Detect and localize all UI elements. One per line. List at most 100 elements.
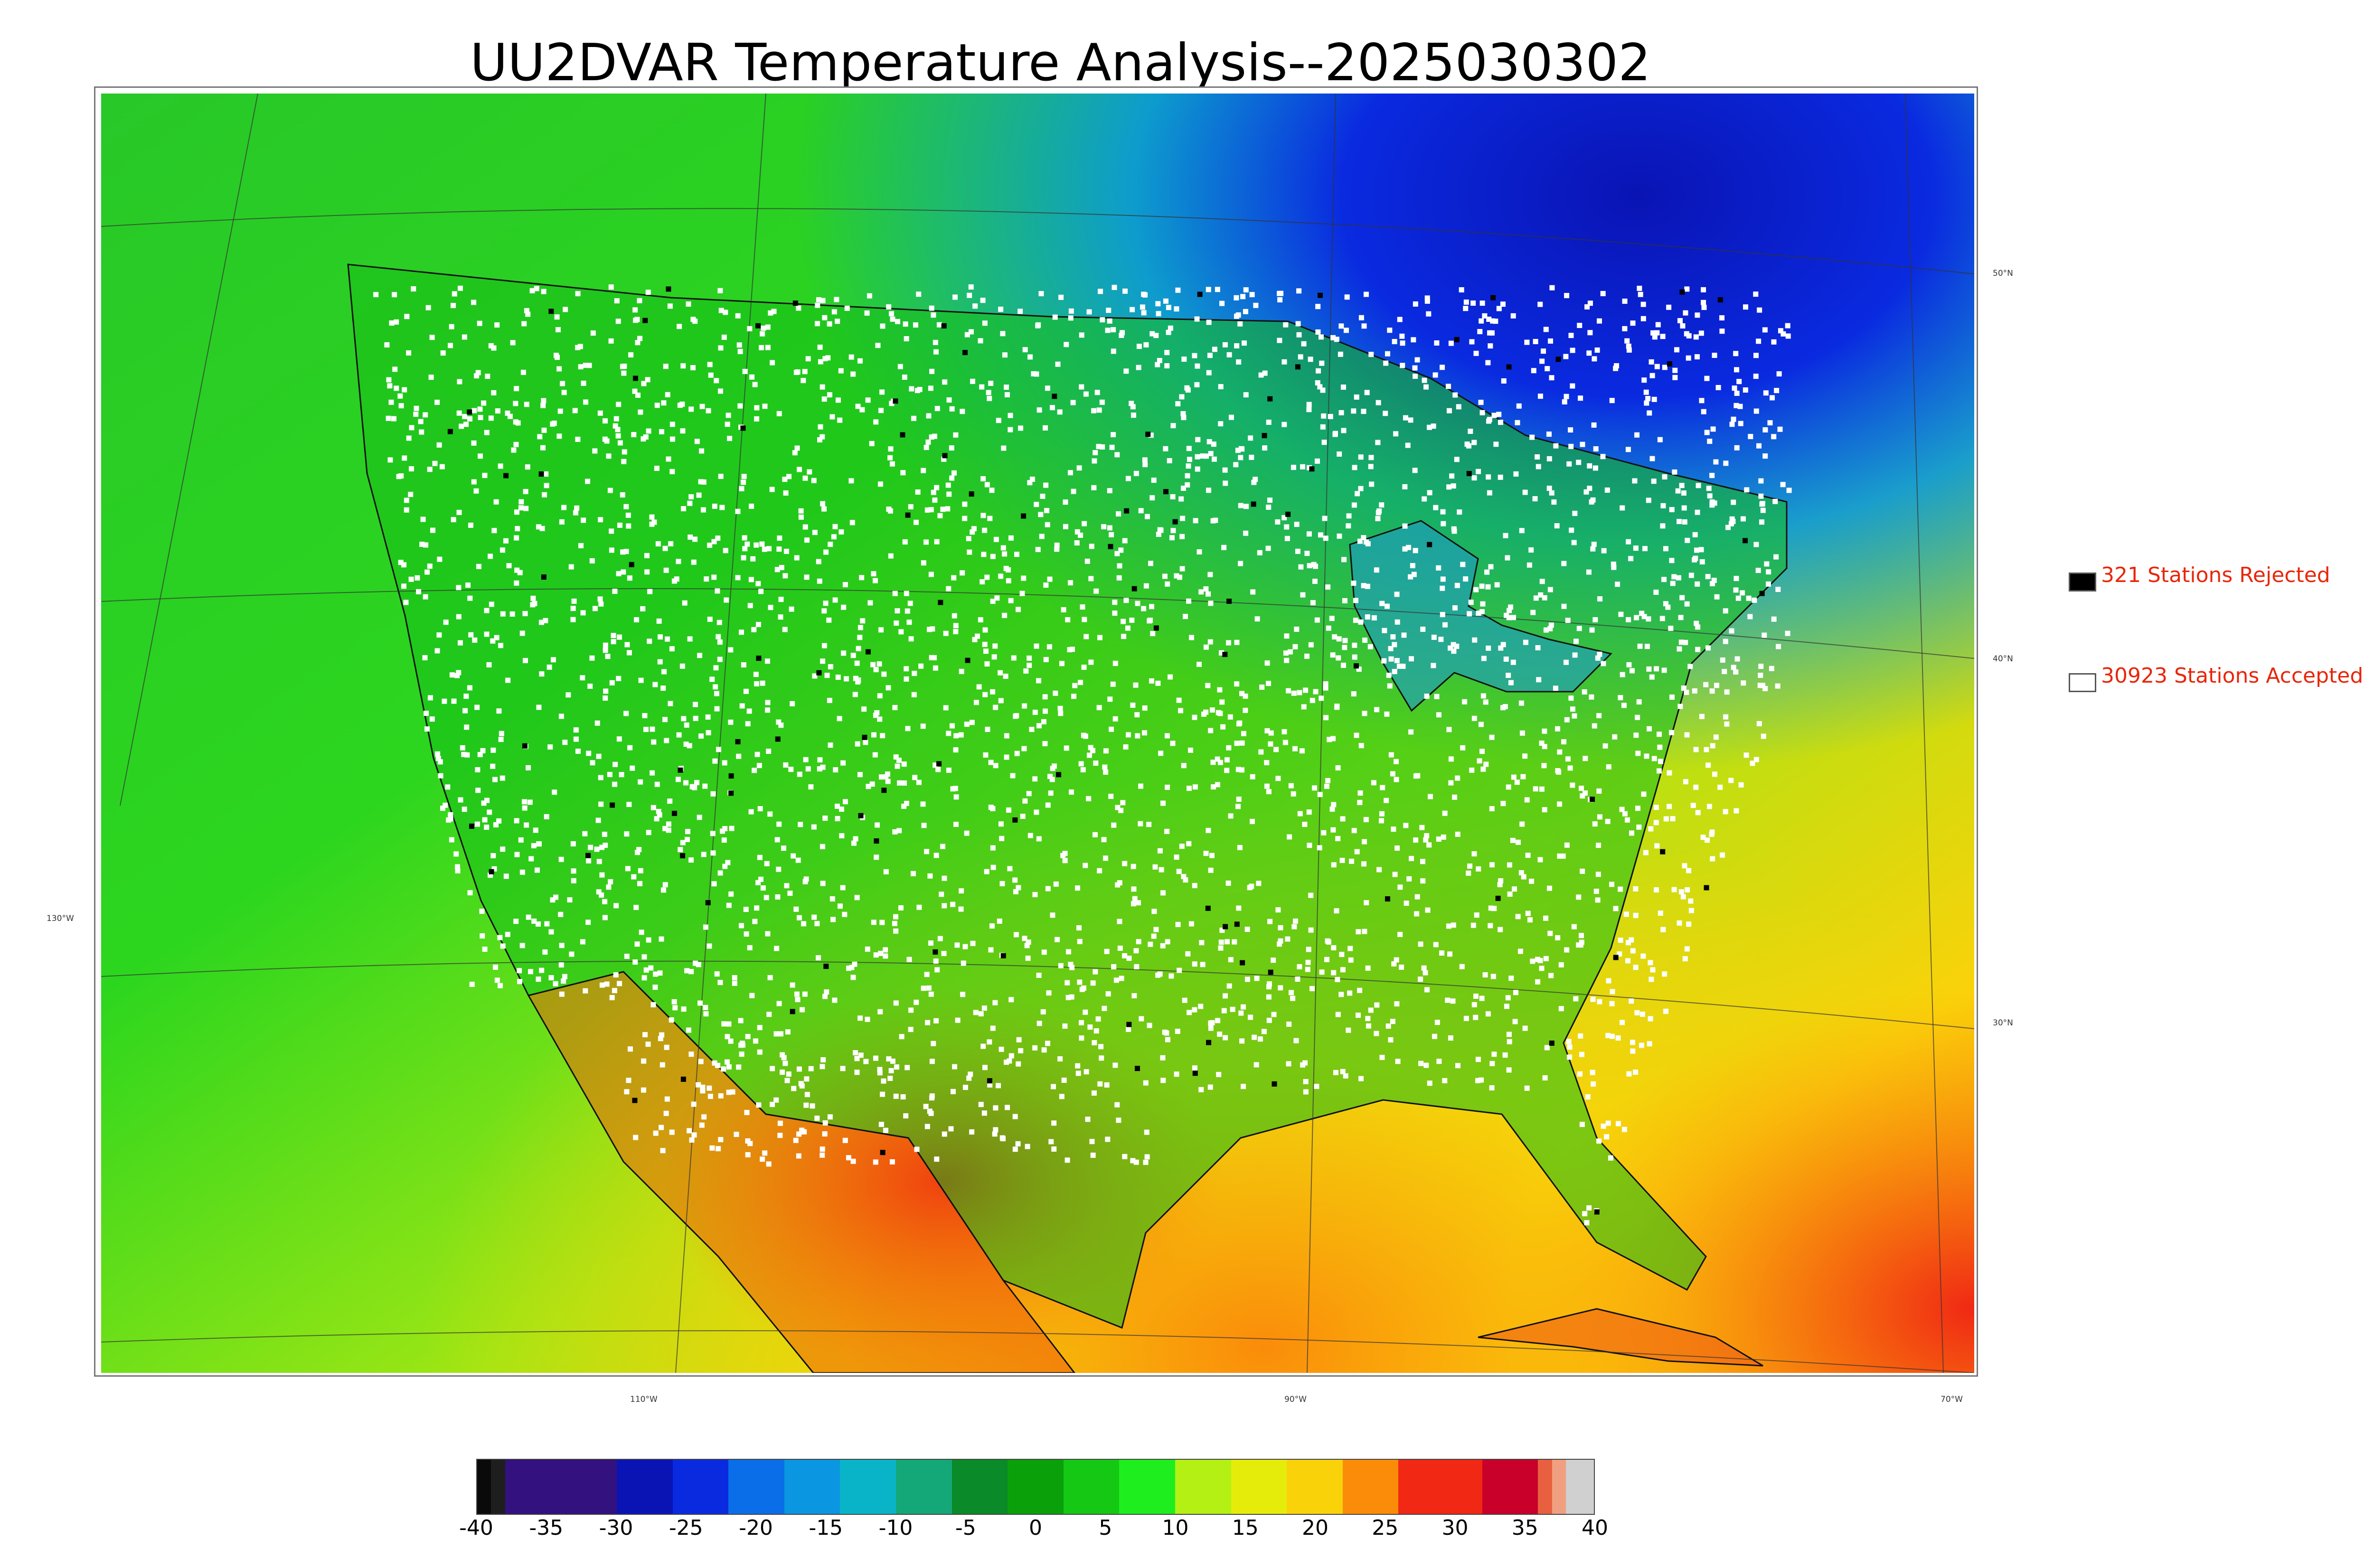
accepted-station-marker xyxy=(796,1066,802,1072)
accepted-station-marker xyxy=(1554,523,1560,529)
accepted-station-marker xyxy=(1236,905,1242,911)
accepted-station-marker xyxy=(1470,922,1476,928)
accepted-station-marker xyxy=(887,1076,893,1081)
accepted-station-marker xyxy=(1523,639,1528,645)
accepted-station-marker xyxy=(761,325,766,331)
accepted-station-marker xyxy=(1337,451,1342,457)
accepted-station-marker xyxy=(1079,1020,1084,1025)
accepted-station-marker xyxy=(1653,820,1659,826)
accepted-station-marker xyxy=(760,331,765,337)
accepted-station-marker xyxy=(471,408,477,413)
accepted-station-marker xyxy=(929,305,934,311)
accepted-station-marker xyxy=(681,1006,687,1012)
accepted-station-marker xyxy=(1046,644,1052,649)
accepted-station-marker xyxy=(1620,1020,1625,1025)
accepted-station-marker xyxy=(1618,938,1623,943)
accepted-station-marker xyxy=(1580,441,1585,447)
accepted-station-marker xyxy=(1479,300,1485,306)
accepted-station-marker xyxy=(492,777,498,782)
accepted-station-marker xyxy=(1043,582,1049,588)
accepted-station-marker xyxy=(892,829,898,835)
accepted-station-marker xyxy=(770,360,775,366)
accepted-station-marker xyxy=(1329,616,1335,621)
accepted-station-marker xyxy=(1564,293,1570,299)
accepted-station-marker xyxy=(1605,1033,1611,1038)
temperature-analysis-map[interactable] xyxy=(101,94,1974,1373)
accepted-station-marker xyxy=(404,314,410,319)
accepted-station-marker xyxy=(1264,660,1270,666)
accepted-station-marker xyxy=(1605,818,1611,824)
accepted-station-marker xyxy=(1185,473,1190,479)
accepted-station-marker xyxy=(826,617,832,623)
accepted-station-marker xyxy=(863,740,868,745)
accepted-station-marker xyxy=(1362,711,1367,716)
accepted-station-marker xyxy=(1199,940,1205,946)
accepted-station-marker xyxy=(776,821,782,827)
accepted-station-marker xyxy=(1333,1070,1339,1075)
accepted-station-marker xyxy=(1388,1037,1394,1042)
accepted-station-marker xyxy=(1710,581,1715,586)
accepted-station-marker xyxy=(1485,584,1491,590)
accepted-station-marker xyxy=(1143,1159,1149,1165)
accepted-station-marker xyxy=(1052,314,1058,320)
accepted-station-marker xyxy=(1420,878,1426,884)
rejected-station-marker xyxy=(728,773,734,779)
accepted-station-marker xyxy=(1593,889,1599,894)
accepted-station-marker xyxy=(1278,985,1283,991)
accepted-station-marker xyxy=(1218,421,1224,427)
accepted-station-marker xyxy=(437,759,443,765)
accepted-station-marker xyxy=(859,407,865,413)
accepted-station-marker xyxy=(1649,976,1654,982)
accepted-station-marker xyxy=(1758,478,1764,484)
accepted-station-marker xyxy=(1078,680,1083,685)
accepted-station-marker xyxy=(962,501,968,507)
accepted-station-marker xyxy=(728,719,734,725)
accepted-station-marker xyxy=(456,585,462,591)
accepted-station-marker xyxy=(1050,1084,1056,1089)
accepted-station-marker xyxy=(1206,591,1211,597)
accepted-station-marker xyxy=(722,760,727,766)
accepted-station-marker xyxy=(937,513,943,518)
accepted-station-marker xyxy=(561,390,567,395)
accepted-station-marker xyxy=(841,604,847,610)
accepted-station-marker xyxy=(1065,949,1071,955)
accepted-station-marker xyxy=(1671,887,1677,892)
accepted-station-marker xyxy=(651,739,657,745)
accepted-station-marker xyxy=(1284,524,1290,530)
accepted-station-marker xyxy=(1292,918,1298,924)
accepted-station-marker xyxy=(1645,396,1651,402)
accepted-station-marker xyxy=(1402,523,1408,529)
accepted-station-marker xyxy=(1454,457,1460,462)
accepted-station-marker xyxy=(1236,359,1242,365)
accepted-station-marker xyxy=(1747,614,1753,620)
accepted-station-marker xyxy=(602,915,608,920)
accepted-station-marker xyxy=(933,958,939,964)
accepted-station-marker xyxy=(475,767,480,772)
accepted-station-marker xyxy=(1601,1123,1606,1129)
accepted-station-marker xyxy=(747,326,753,331)
accepted-station-marker xyxy=(745,1152,751,1157)
accepted-station-marker xyxy=(937,936,943,941)
accepted-station-marker xyxy=(1618,611,1624,617)
accepted-station-marker xyxy=(1266,419,1272,425)
accepted-station-marker xyxy=(1093,588,1099,594)
accepted-station-marker xyxy=(1610,989,1615,995)
accepted-station-marker xyxy=(1468,429,1473,434)
accepted-station-marker xyxy=(1622,811,1628,817)
accepted-station-marker xyxy=(1083,634,1089,639)
accepted-station-marker xyxy=(1611,561,1616,567)
colorbar-tick-label: 0 xyxy=(1029,1516,1042,1540)
accepted-station-marker xyxy=(1440,576,1446,582)
accepted-station-marker xyxy=(1122,861,1128,866)
accepted-station-marker xyxy=(1243,309,1248,314)
accepted-station-marker xyxy=(1537,958,1543,963)
accepted-station-marker xyxy=(626,523,631,529)
accepted-station-marker xyxy=(706,730,711,735)
rejected-station-marker xyxy=(881,788,887,793)
accepted-station-marker xyxy=(757,1025,763,1031)
accepted-station-marker xyxy=(777,1133,783,1138)
accepted-station-marker xyxy=(1402,484,1408,489)
accepted-station-marker xyxy=(1094,390,1100,395)
accepted-station-marker xyxy=(455,868,461,873)
accepted-station-marker xyxy=(1567,1044,1573,1050)
